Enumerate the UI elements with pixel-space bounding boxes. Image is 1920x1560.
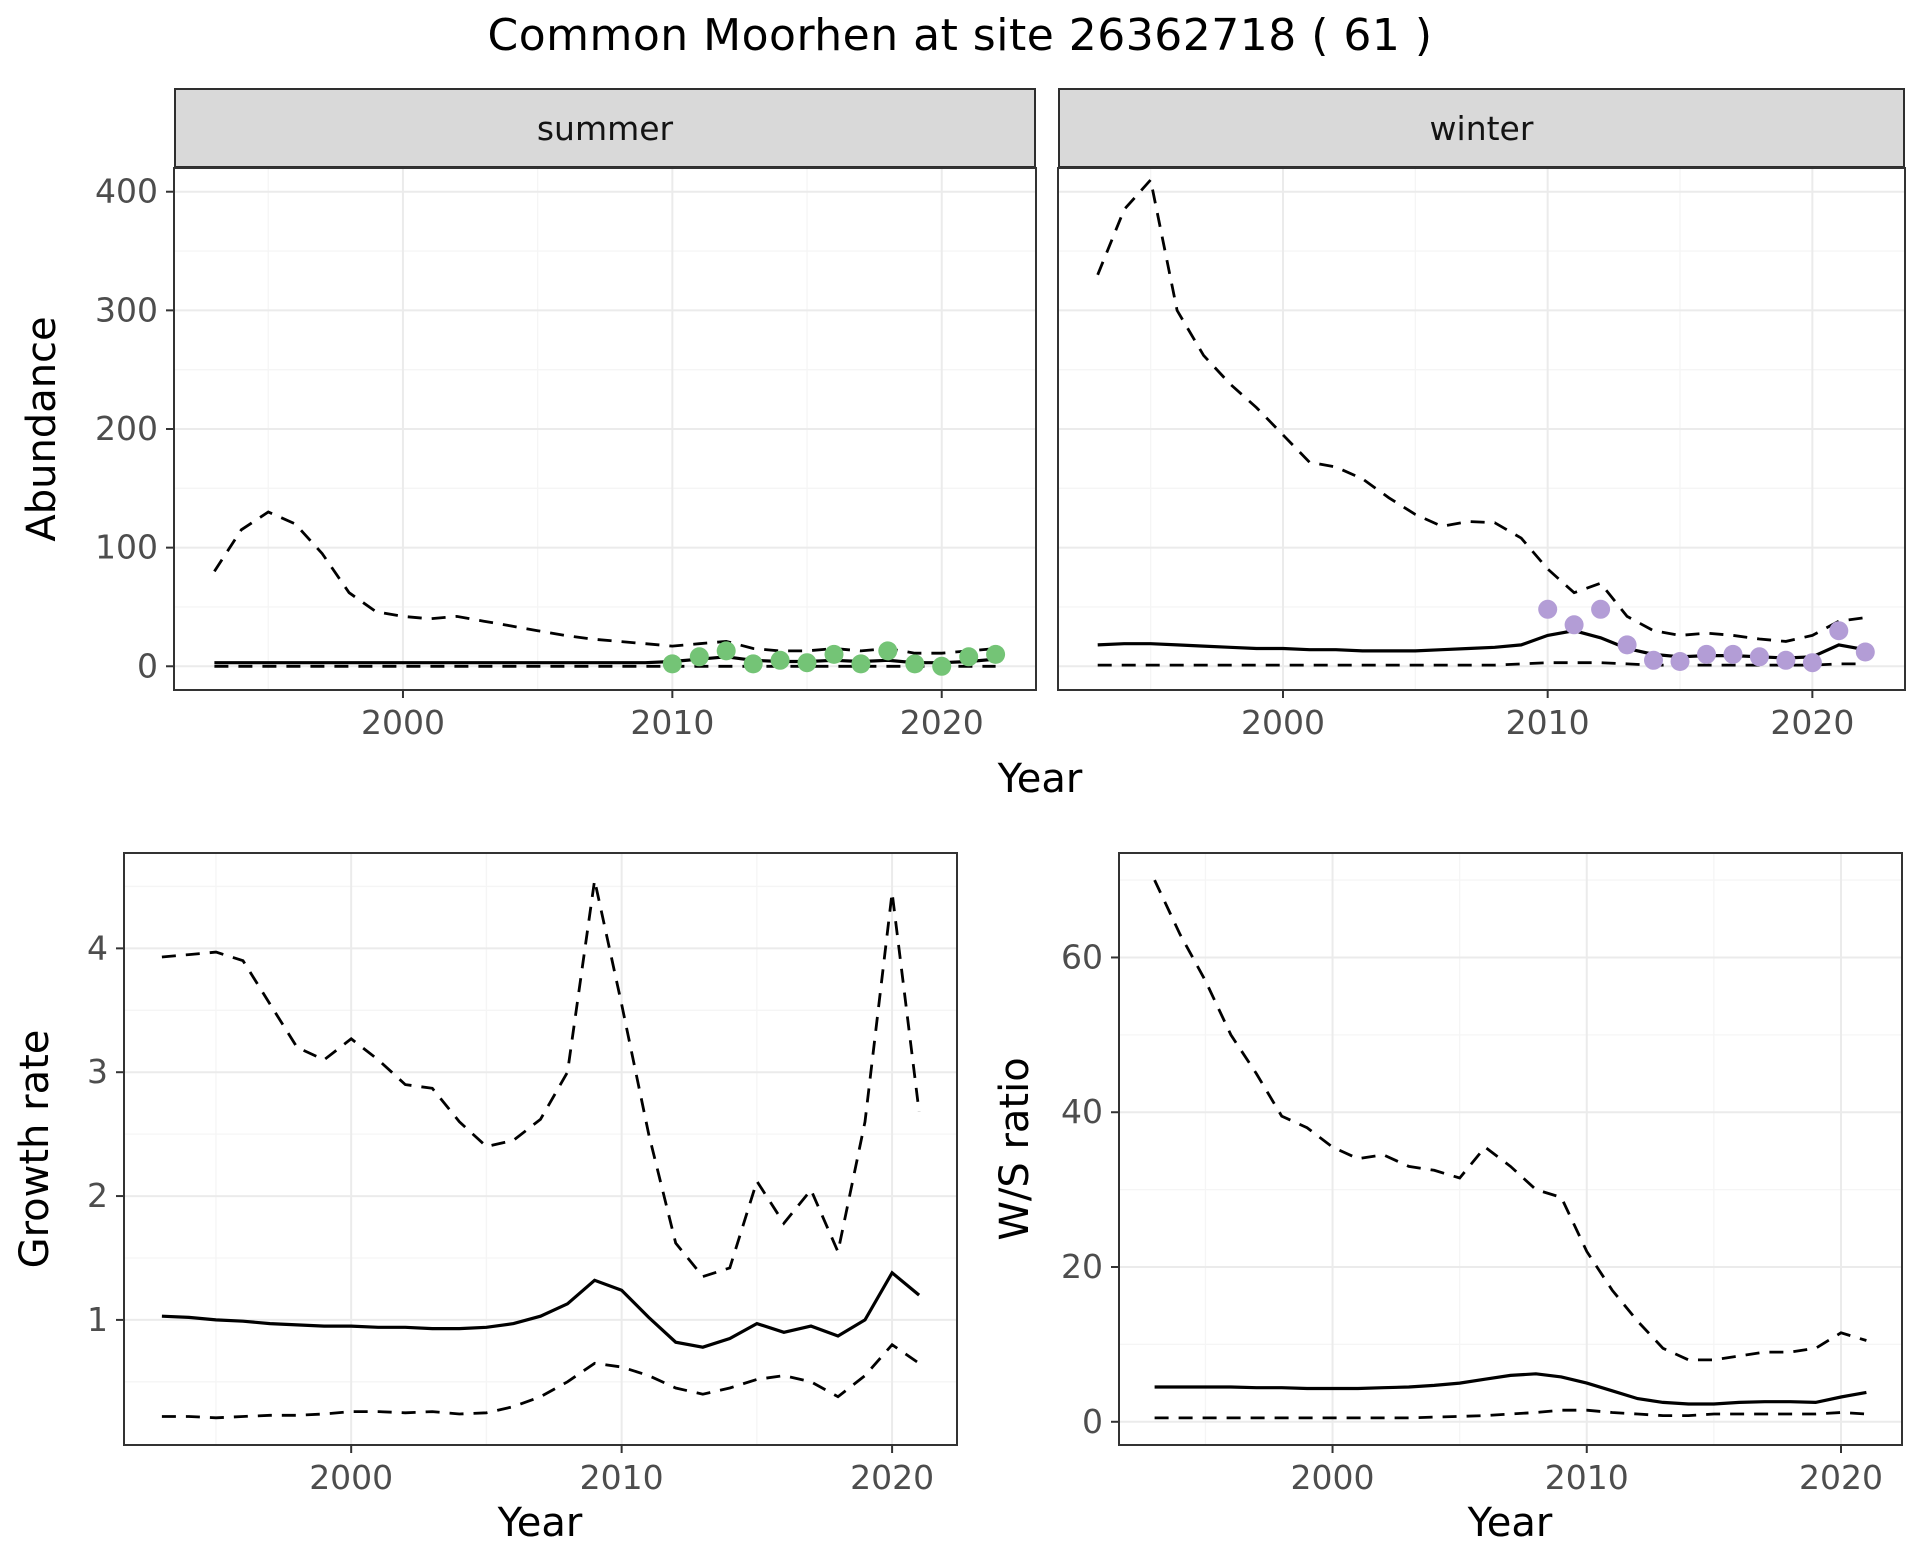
- axis-abundance-winter: 2000 2010 2020: [1241, 690, 1854, 742]
- data-point: [743, 654, 763, 674]
- x-tick-label: 2010: [1545, 1458, 1629, 1497]
- panel-abundance-summer: 2000 2010 2020 0 100 200 300 400: [95, 167, 1037, 742]
- data-point: [1749, 647, 1769, 667]
- points-observed-summer: [662, 641, 1006, 676]
- axis-ws-ratio: 2000 2010 2020 0 20 40 60: [1061, 937, 1883, 1497]
- y-tick-label: 40: [1061, 1092, 1103, 1131]
- series-upper-ci-abundance-summer: [213, 510, 996, 655]
- facet-strip-winter: winter: [1058, 88, 1905, 168]
- data-point: [1564, 615, 1584, 635]
- y-tick-label: 2: [87, 1176, 108, 1215]
- data-point: [1538, 599, 1558, 619]
- y-tick-label: 400: [95, 172, 158, 211]
- y-tick-label: 100: [95, 528, 158, 567]
- x-tick-label: 2000: [1241, 703, 1325, 742]
- y-tick-label: 4: [87, 928, 108, 967]
- panel-border: [1118, 852, 1903, 1446]
- series-lower-ci-growth-rate: [161, 1342, 920, 1420]
- x-tick-label: 2020: [900, 703, 984, 742]
- x-tick-label: 2020: [1799, 1458, 1883, 1497]
- x-axis-title-year-top: Year: [997, 756, 1083, 802]
- data-point: [689, 647, 709, 667]
- points-observed-winter: [1538, 599, 1875, 673]
- data-point: [1802, 653, 1822, 673]
- data-point: [824, 644, 844, 664]
- panel-border: [123, 852, 958, 1446]
- data-point: [1697, 644, 1716, 664]
- panel-ws-ratio: 2000 2010 2020 0 20 40 60: [1061, 852, 1903, 1497]
- axis-abundance-summer: 2000 2010 2020 0 100 200 300 400: [95, 172, 984, 742]
- series-upper-ci-ws-ratio: [1153, 879, 1867, 1362]
- data-point: [770, 650, 790, 670]
- facet-strip-winter-label: winter: [1429, 108, 1534, 148]
- y-tick-label: 200: [95, 409, 158, 448]
- data-point: [1670, 652, 1690, 671]
- y-tick-label: 1: [87, 1300, 108, 1339]
- x-axis-title-year-growth: Year: [497, 1500, 583, 1546]
- data-point: [1723, 644, 1743, 664]
- x-tick-label: 2000: [1291, 1458, 1375, 1497]
- y-tick-label: 60: [1061, 937, 1103, 976]
- data-point: [905, 654, 925, 674]
- y-tick-label: 0: [137, 646, 158, 685]
- series-median-ws-ratio: [1154, 1372, 1867, 1406]
- x-tick-label: 2010: [630, 703, 714, 742]
- data-point: [959, 647, 979, 667]
- series-upper-ci-growth-rate: [161, 879, 921, 1279]
- data-point: [1591, 599, 1611, 619]
- data-point: [1644, 650, 1663, 670]
- y-tick-label: 0: [1082, 1402, 1103, 1441]
- data-point: [662, 654, 682, 674]
- data-point: [986, 644, 1006, 664]
- panel-abundance-winter: 2000 2010 2020: [1057, 167, 1906, 742]
- series-upper-ci-abundance-winter: [1096, 176, 1866, 643]
- data-point: [1617, 635, 1637, 655]
- data-point: [851, 654, 871, 674]
- y-tick-label: 300: [95, 290, 158, 329]
- x-tick-label: 2000: [309, 1458, 393, 1497]
- x-tick-label: 2020: [850, 1458, 934, 1497]
- y-tick-label: 3: [87, 1052, 108, 1091]
- chart-title: Common Moorhen at site 26362718 ( 61 ): [487, 10, 1433, 61]
- x-tick-label: 2020: [1770, 703, 1854, 742]
- facet-strip-summer-label: summer: [536, 108, 674, 148]
- x-tick-label: 2010: [580, 1458, 664, 1497]
- data-point: [878, 641, 898, 661]
- x-tick-label: 2010: [1506, 703, 1590, 742]
- x-tick-label: 2000: [361, 703, 445, 742]
- panel-background: [1119, 853, 1902, 1445]
- series-median-growth-rate: [161, 1270, 921, 1349]
- data-point: [797, 653, 817, 673]
- panel-background: [124, 853, 957, 1445]
- data-point: [1776, 650, 1796, 670]
- y-tick-label: 20: [1061, 1247, 1103, 1286]
- gridlines-abundance-winter: [1058, 168, 1905, 690]
- data-point: [932, 656, 952, 676]
- gridlines-ws-ratio: [1119, 853, 1902, 1445]
- panel-growth-rate: 2000 2010 2020 1 2 3 4: [87, 852, 958, 1497]
- gridlines-abundance-summer: [174, 168, 1036, 690]
- series-lower-ci-abundance-winter: [1097, 661, 1866, 667]
- panel-border: [1057, 167, 1906, 691]
- data-point: [1855, 642, 1875, 662]
- axis-growth-rate: 2000 2010 2020 1 2 3 4: [87, 928, 934, 1497]
- data-point: [716, 641, 736, 661]
- data-point: [1829, 621, 1849, 641]
- facet-strip-summer: summer: [174, 88, 1036, 168]
- x-axis-title-year-ws: Year: [1467, 1500, 1553, 1546]
